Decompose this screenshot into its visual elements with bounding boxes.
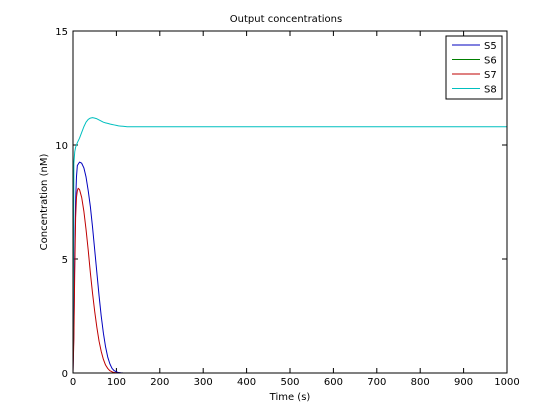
legend-entry-label: S6 [484, 56, 497, 67]
legend: S5 S6 S7 S8 [446, 36, 502, 99]
y-tick-label: 15 [55, 27, 68, 38]
legend-entry-label: S5 [484, 41, 497, 52]
x-tick-label: 200 [150, 377, 169, 388]
x-tick-label: 1000 [494, 377, 519, 388]
x-tick-label: 400 [237, 377, 256, 388]
x-tick-label: 900 [454, 377, 473, 388]
chart-title: Output concentrations [230, 14, 342, 25]
y-tick-label: 5 [62, 255, 68, 266]
x-tick-label: 300 [194, 377, 213, 388]
legend-entry-label: S8 [484, 85, 497, 96]
axes-background [73, 31, 507, 373]
y-axis-label: Concentration (nM) [39, 154, 50, 251]
x-tick-label: 600 [324, 377, 343, 388]
x-tick-label: 700 [367, 377, 386, 388]
x-tick-label: 0 [70, 377, 76, 388]
x-axis-label: Time (s) [269, 392, 311, 403]
x-tick-label: 800 [411, 377, 430, 388]
y-tick-label: 0 [62, 369, 68, 380]
x-tick-label: 100 [107, 377, 126, 388]
legend-entry-label: S7 [484, 70, 497, 81]
x-tick-label: 500 [280, 377, 299, 388]
y-tick-label: 10 [55, 141, 68, 152]
